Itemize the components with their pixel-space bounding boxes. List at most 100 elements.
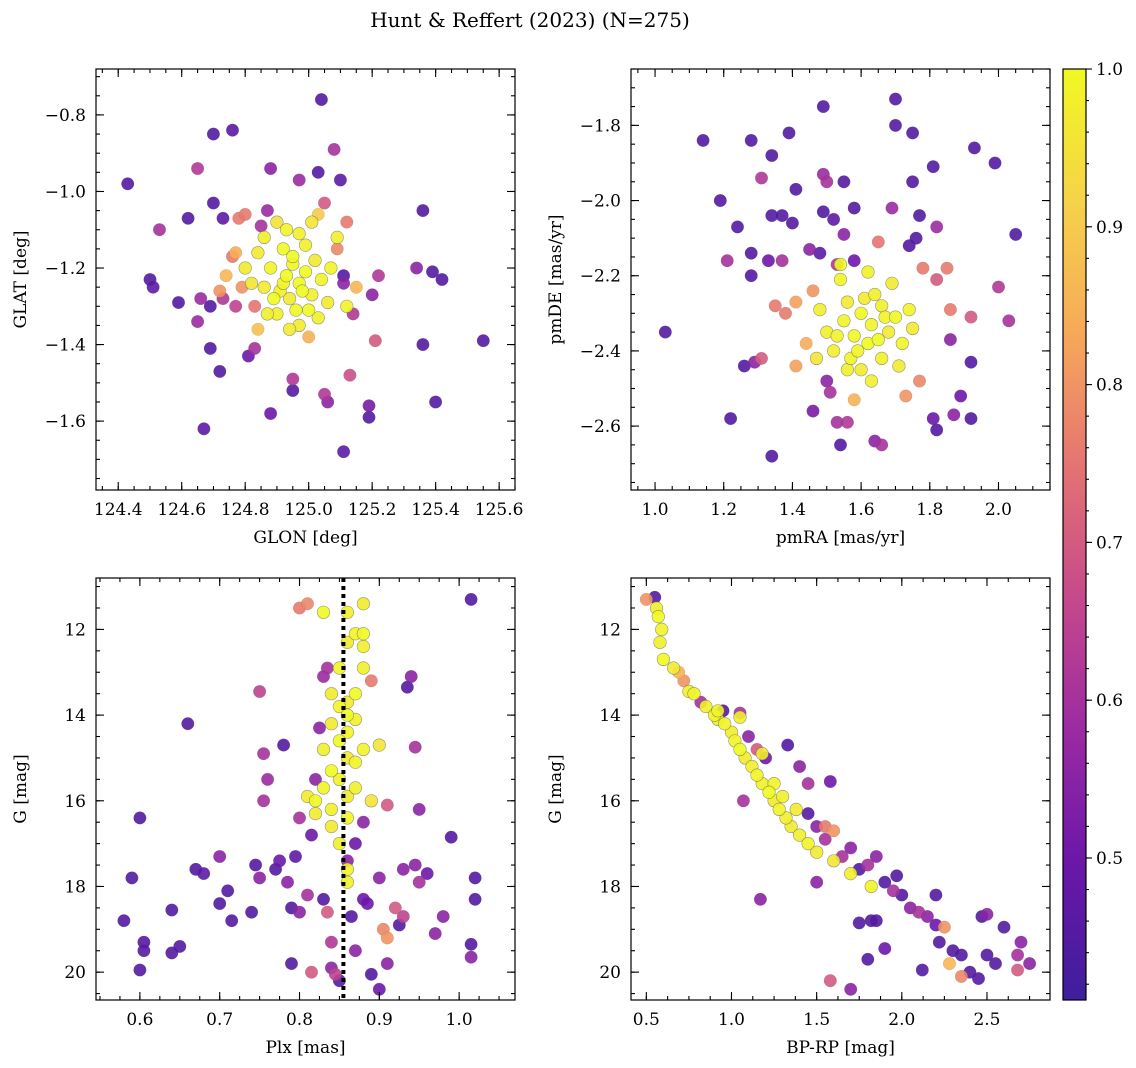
y-tick-label: −2.4 <box>580 342 621 362</box>
data-point <box>789 295 803 309</box>
data-point <box>906 126 919 140</box>
data-point <box>912 905 926 919</box>
data-point <box>837 314 851 328</box>
data-point <box>356 742 371 757</box>
data-point <box>298 238 313 252</box>
data-point <box>875 299 889 313</box>
data-point <box>844 866 858 881</box>
data-point <box>779 306 792 320</box>
data-point <box>810 875 824 889</box>
data-point <box>191 162 205 175</box>
data-point <box>251 246 265 260</box>
data-point <box>356 639 371 654</box>
x-tick-label: 0.8 <box>286 1010 313 1030</box>
data-point <box>219 269 233 283</box>
data-point <box>251 322 265 336</box>
data-point <box>321 295 335 310</box>
data-point <box>248 299 262 313</box>
data-point <box>426 265 439 279</box>
data-point <box>305 215 319 229</box>
y-tick-label: −1.0 <box>45 182 86 202</box>
data-point <box>257 747 271 761</box>
x-tick-label: 0.5 <box>633 1010 660 1030</box>
x-tick-label: 0.7 <box>206 1010 233 1030</box>
data-point <box>932 935 946 949</box>
data-point <box>181 211 195 225</box>
data-point <box>125 871 139 885</box>
data-point <box>245 905 259 919</box>
data-point <box>733 742 747 757</box>
data-point <box>277 738 291 752</box>
data-point <box>324 802 339 817</box>
data-point <box>321 661 334 675</box>
y-tick-label: −1.2 <box>45 259 86 279</box>
data-point <box>324 717 339 731</box>
x-tick-label: 1.6 <box>848 500 875 520</box>
data-point <box>216 211 230 225</box>
x-axis-label: BP-RP [mag] <box>786 1038 895 1058</box>
data-point <box>429 395 443 409</box>
data-point <box>737 794 750 808</box>
x-tick-label: 2.0 <box>888 1010 915 1030</box>
data-point <box>658 325 672 339</box>
data-point <box>980 907 994 921</box>
data-point <box>847 254 861 268</box>
data-point <box>699 699 713 714</box>
data-point <box>816 205 830 219</box>
y-tick-label: 20 <box>64 963 86 983</box>
data-point <box>827 824 841 838</box>
data-point <box>834 438 847 452</box>
data-point <box>968 141 981 155</box>
data-point <box>1014 935 1028 949</box>
data-point <box>464 593 478 606</box>
data-point <box>861 952 875 966</box>
data-point <box>913 374 926 388</box>
data-point <box>238 207 252 221</box>
data-point <box>254 219 268 233</box>
data-point <box>476 334 490 348</box>
data-point <box>308 253 322 267</box>
data-point <box>820 175 834 189</box>
data-point <box>844 841 858 855</box>
data-point <box>892 359 906 373</box>
data-point <box>809 351 824 366</box>
data-point <box>264 261 278 275</box>
y-tick-label: 12 <box>64 620 86 640</box>
x-axis-label: GLON [deg] <box>253 528 357 548</box>
x-tick-label: 1.8 <box>916 500 943 520</box>
data-point <box>906 175 919 189</box>
data-point <box>793 760 806 773</box>
data-point <box>926 160 940 174</box>
data-point <box>340 299 354 313</box>
data-point <box>229 246 243 260</box>
data-point <box>840 295 855 309</box>
data-point <box>365 288 379 302</box>
data-point <box>213 284 227 298</box>
axes-frame <box>95 577 516 1001</box>
data-point <box>997 920 1011 934</box>
data-point <box>754 892 767 906</box>
data-point <box>356 661 371 675</box>
data-point <box>666 661 681 675</box>
data-point <box>324 819 339 834</box>
data-point <box>639 593 653 606</box>
data-point <box>332 661 347 675</box>
axes-frame <box>630 68 1051 491</box>
data-point <box>308 806 323 821</box>
data-point <box>229 299 243 313</box>
data-point <box>955 948 968 962</box>
data-point <box>213 365 227 378</box>
data-point <box>436 910 450 923</box>
data-point <box>789 359 803 373</box>
data-point <box>362 399 376 413</box>
data-point <box>464 937 478 951</box>
y-tick-label: 14 <box>599 706 621 726</box>
colorbar-tick-label: 0.6 <box>1096 691 1123 711</box>
data-point <box>260 307 275 321</box>
data-point <box>337 276 351 290</box>
data-point <box>285 957 298 970</box>
data-point <box>298 265 313 279</box>
y-tick-label: 16 <box>64 792 86 812</box>
data-point <box>292 227 306 241</box>
data-point <box>316 605 331 619</box>
